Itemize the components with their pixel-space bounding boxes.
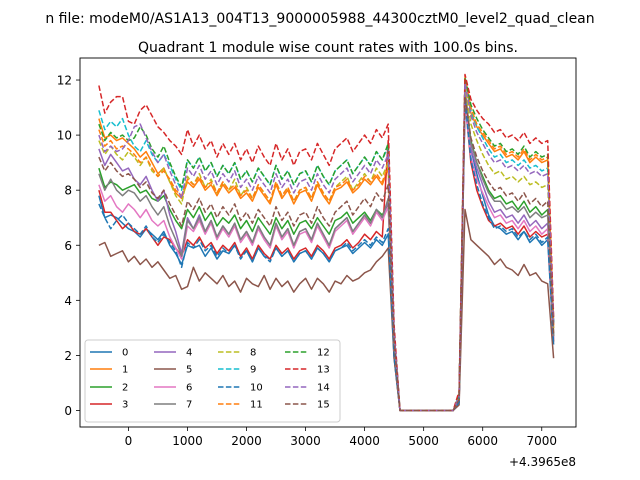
legend-label-6: 6	[186, 383, 192, 394]
x-axis: 0 1000 2000 3000 4000 5000 6000 7000	[125, 427, 557, 448]
x-tick-label: 6000	[467, 434, 498, 448]
legend-box	[84, 339, 341, 423]
legend-label-15: 15	[317, 400, 330, 411]
legend-label-4: 4	[186, 348, 192, 359]
series-line-6	[98, 104, 555, 412]
chart-title: Quadrant 1 module wise count rates with …	[138, 40, 518, 56]
legend-label-0: 0	[122, 348, 128, 359]
y-tick-label: 8	[64, 184, 72, 198]
legend-label-8: 8	[250, 348, 256, 359]
y-tick-label: 0	[64, 404, 72, 418]
legend-label-10: 10	[250, 383, 263, 394]
plot-frame	[79, 57, 577, 428]
y-tick-label: 6	[64, 239, 72, 253]
y-tick-label: 2	[64, 349, 72, 363]
x-tick-label: 7000	[526, 434, 557, 448]
plot-series-group	[98, 73, 555, 412]
series-line-15	[98, 95, 555, 412]
y-tick-label: 10	[57, 129, 72, 143]
legend-label-3: 3	[122, 400, 128, 411]
x-tick-label: 5000	[408, 434, 439, 448]
series-line-5	[98, 208, 555, 412]
x-tick-label: 3000	[290, 434, 321, 448]
series-line-14	[98, 82, 555, 412]
legend-label-12: 12	[317, 348, 330, 359]
x-tick-label: 0	[125, 434, 133, 448]
series-line-12	[98, 76, 555, 412]
x-tick-label: 1000	[172, 434, 203, 448]
x-tick-label: 2000	[231, 434, 262, 448]
x-axis-offset-label: +4.3965e8	[509, 455, 576, 469]
series-line-10	[98, 98, 555, 412]
series-line-7	[98, 87, 555, 412]
x-tick-label: 4000	[349, 434, 380, 448]
series-line-0	[98, 106, 555, 412]
legend-label-9: 9	[250, 365, 256, 376]
legend-label-7: 7	[186, 400, 192, 411]
y-axis: 0 2 4 6 8 10 12	[57, 74, 80, 418]
y-tick-label: 12	[57, 74, 72, 88]
legend-label-11: 11	[250, 400, 263, 411]
legend-label-2: 2	[122, 383, 128, 394]
series-line-11	[98, 76, 555, 412]
figure-suptitle: n file: modeM0/AS1A13_004T13_9000005988_…	[45, 11, 594, 27]
legend-label-14: 14	[317, 383, 330, 394]
y-tick-label: 4	[64, 294, 72, 308]
legend-label-13: 13	[317, 365, 330, 376]
series-line-13	[98, 73, 555, 412]
legend-label-5: 5	[186, 365, 192, 376]
legend-label-1: 1	[122, 365, 128, 376]
